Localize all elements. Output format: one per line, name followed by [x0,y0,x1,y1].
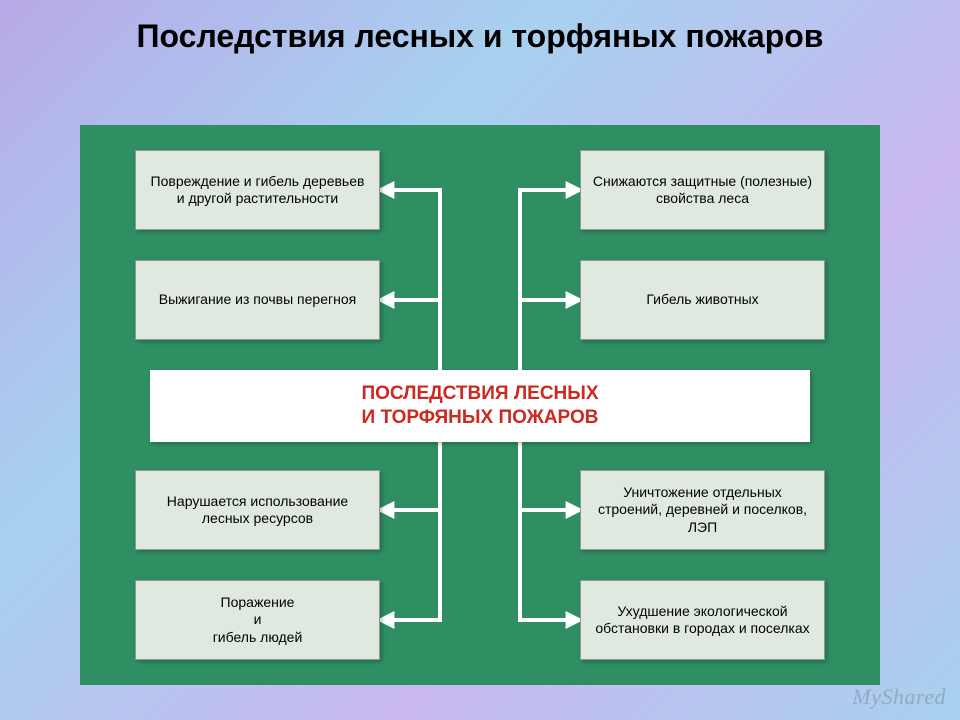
left-box-3-label: Поражениеигибель людей [213,594,303,647]
left-box-1: Выжигание из почвы перегноя [135,260,380,340]
left-box-3: Поражениеигибель людей [135,580,380,660]
center-box: ПОСЛЕДСТВИЯ ЛЕСНЫХИ ТОРФЯНЫХ ПОЖАРОВ [150,370,810,442]
slide: Последствия лесных и торфяных пожаров ПО… [0,0,960,720]
right-box-1: Гибель животных [580,260,825,340]
right-box-3-label: Ухудшение экологической обстановки в гор… [591,603,814,638]
center-box-label: ПОСЛЕДСТВИЯ ЛЕСНЫХИ ТОРФЯНЫХ ПОЖАРОВ [361,382,598,430]
page-title: Последствия лесных и торфяных пожаров [0,18,960,55]
watermark: MyShared [852,684,946,710]
left-box-1-label: Выжигание из почвы перегноя [159,291,356,309]
right-box-2-label: Уничтожение отдельных строений, деревней… [591,484,814,537]
right-box-0-label: Снижаются защитные (полезные) свойства л… [591,173,814,208]
right-box-3: Ухудшение экологической обстановки в гор… [580,580,825,660]
left-box-0-label: Повреждение и гибель деревьев и другой р… [146,173,369,208]
left-box-2: Нарушается использование лесных ресурсов [135,470,380,550]
right-box-1-label: Гибель животных [646,291,758,309]
diagram-panel: ПОСЛЕДСТВИЯ ЛЕСНЫХИ ТОРФЯНЫХ ПОЖАРОВ Пов… [80,125,880,685]
right-box-2: Уничтожение отдельных строений, деревней… [580,470,825,550]
left-box-2-label: Нарушается использование лесных ресурсов [146,493,369,528]
left-box-0: Повреждение и гибель деревьев и другой р… [135,150,380,230]
right-box-0: Снижаются защитные (полезные) свойства л… [580,150,825,230]
